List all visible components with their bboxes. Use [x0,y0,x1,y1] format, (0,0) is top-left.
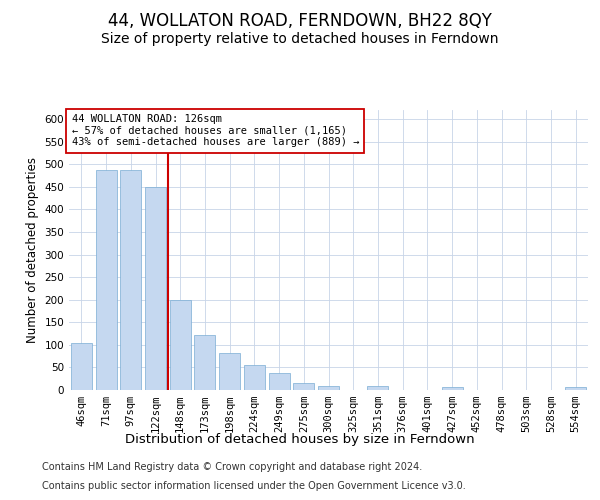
Bar [269,374,290,390]
Bar [145,187,166,390]
Text: Contains HM Land Registry data © Crown copyright and database right 2024.: Contains HM Land Registry data © Crown c… [42,462,422,472]
Bar [367,386,388,390]
Text: Contains public sector information licensed under the Open Government Licence v3: Contains public sector information licen… [42,481,466,491]
Bar [442,388,463,390]
Bar [194,335,215,390]
Bar [120,170,141,390]
Bar [71,342,92,390]
Bar [318,386,339,390]
Bar [293,383,314,390]
Bar [565,388,586,390]
Bar [170,300,191,390]
Text: Distribution of detached houses by size in Ferndown: Distribution of detached houses by size … [125,432,475,446]
Bar [219,353,240,390]
Text: 44, WOLLATON ROAD, FERNDOWN, BH22 8QY: 44, WOLLATON ROAD, FERNDOWN, BH22 8QY [108,12,492,30]
Y-axis label: Number of detached properties: Number of detached properties [26,157,39,343]
Bar [244,365,265,390]
Bar [95,170,116,390]
Text: Size of property relative to detached houses in Ferndown: Size of property relative to detached ho… [101,32,499,46]
Text: 44 WOLLATON ROAD: 126sqm
← 57% of detached houses are smaller (1,165)
43% of sem: 44 WOLLATON ROAD: 126sqm ← 57% of detach… [71,114,359,148]
